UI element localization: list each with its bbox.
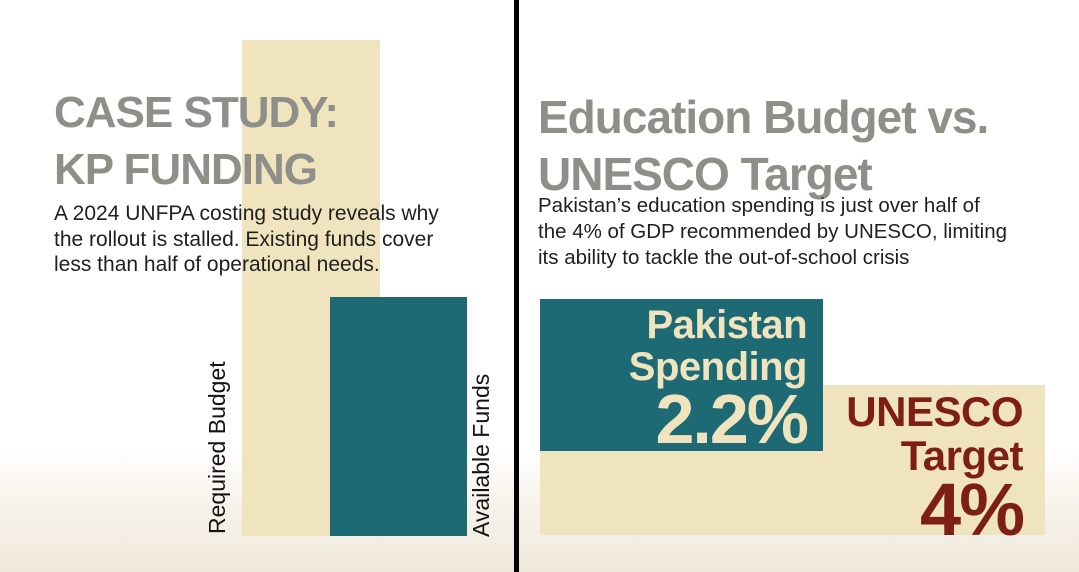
available-funds-label: Available Funds <box>468 373 494 537</box>
left-body-line2: the rollout is stalled. Existing funds c… <box>54 227 434 251</box>
required-budget-label: Required Budget <box>204 361 230 534</box>
right-panel-title: Education Budget vs. UNESCO Target <box>538 89 989 203</box>
left-title-line2: KP FUNDING <box>54 145 318 194</box>
right-title-line1: Education Budget vs. <box>538 91 989 143</box>
left-panel-description: A 2024 UNFPA costing study reveals why t… <box>54 201 439 278</box>
right-panel-description: Pakistan’s education spending is just ov… <box>538 193 1007 271</box>
pakistan-label-line1: Pakistan <box>646 303 807 347</box>
left-body-line3: less than half of operational needs. <box>54 253 380 276</box>
pakistan-spending-block: Pakistan Spending 2.2% <box>540 299 823 458</box>
panel-divider <box>514 0 519 572</box>
right-body-line1: Pakistan’s education spending is just ov… <box>538 194 980 217</box>
pakistan-label-line2: Spending <box>628 345 808 389</box>
right-body-line2: the 4% of GDP recommended by UNESCO, lim… <box>538 220 1008 243</box>
pakistan-spending-value: 2.2% <box>655 380 809 458</box>
unesco-label-line2: Target <box>900 432 1024 479</box>
left-title-line1: CASE STUDY: <box>54 88 339 137</box>
unesco-target-value: 4% <box>920 468 1025 551</box>
right-body-line3: its ability to tackle the out-of-school … <box>538 246 910 269</box>
left-panel-title: CASE STUDY: KP FUNDING <box>54 84 339 198</box>
available-funds-bar <box>330 297 467 536</box>
left-body-line1: A 2024 UNFPA costing study reveals why <box>54 202 439 225</box>
unesco-label-line1: UNESCO <box>846 388 1023 435</box>
right-title-line2: UNESCO Target <box>538 148 873 200</box>
